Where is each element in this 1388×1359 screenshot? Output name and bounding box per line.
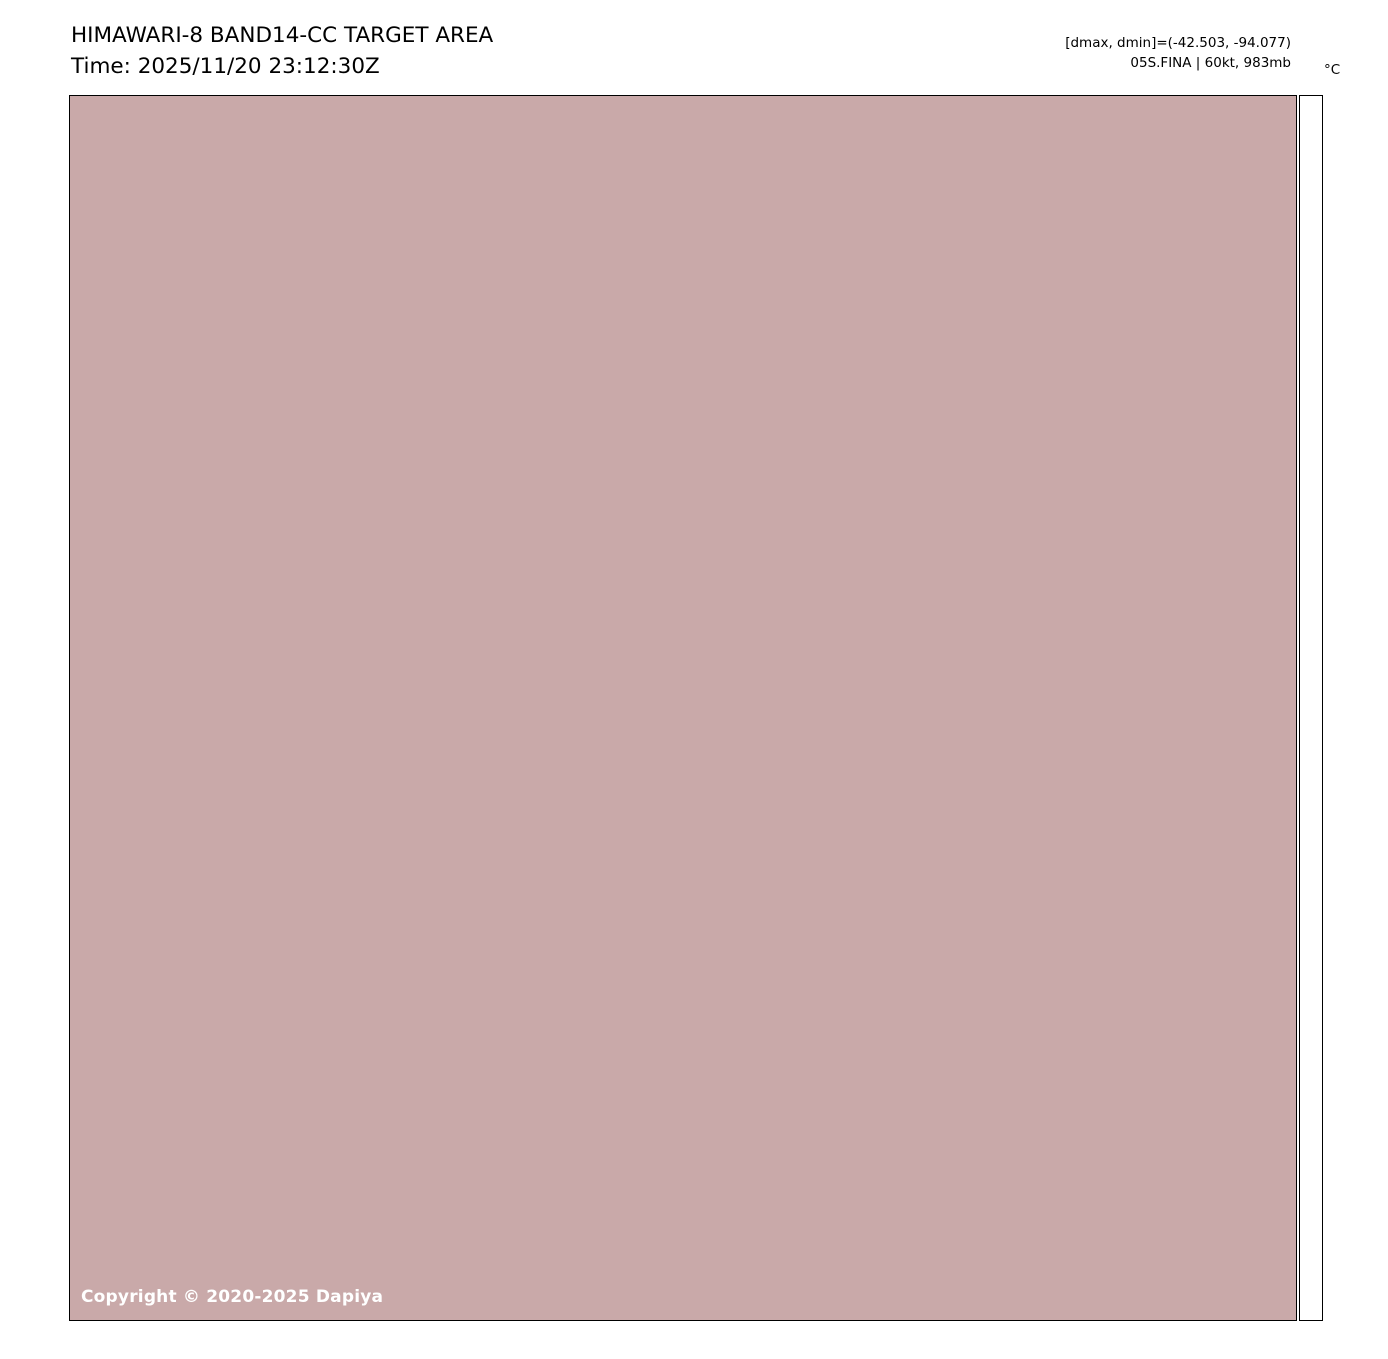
timestamp-label: Time: 2025/11/20 23:12:30Z [71, 54, 380, 79]
copyright-label: Copyright © 2020-2025 Dapiya [81, 1287, 384, 1307]
header-right: [dmax, dmin]=(-42.503, -94.077) 05S.FINA… [1065, 33, 1291, 73]
header-left: HIMAWARI-8 BAND14-CC TARGET AREA Time: 2… [71, 20, 493, 82]
storm-info-label: 05S.FINA | 60kt, 983mb [1130, 55, 1291, 71]
satellite-image-canvas [70, 96, 1296, 1320]
satellite-map: Copyright © 2020-2025 Dapiya [69, 95, 1297, 1321]
dmax-dmin-label: [dmax, dmin]=(-42.503, -94.077) [1065, 35, 1291, 51]
colorbar-unit-label: °C [1324, 62, 1341, 78]
page-title: HIMAWARI-8 BAND14-CC TARGET AREA [71, 23, 494, 48]
colorbar [1299, 95, 1323, 1321]
